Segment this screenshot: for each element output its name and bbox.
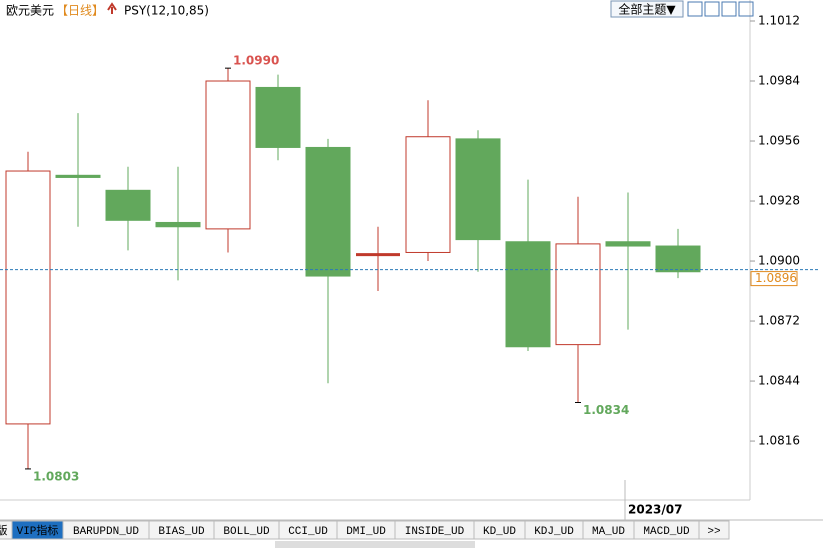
- candle-body: [655, 245, 701, 273]
- candle-body: [105, 189, 151, 221]
- tab-label[interactable]: INSIDE_UD: [405, 526, 465, 538]
- extreme-label: 1.0834: [583, 403, 629, 417]
- candle-body: [555, 243, 601, 346]
- tab-label[interactable]: BIAS_UD: [158, 526, 205, 538]
- y-tick-label: 1.0984: [758, 74, 800, 88]
- candle-body: [205, 80, 251, 230]
- candle-body: [5, 170, 51, 425]
- y-tick-label: 1.0844: [758, 374, 800, 388]
- indicator: PSY(12,10,85): [124, 4, 209, 18]
- y-tick-label: 1.1012: [758, 14, 800, 28]
- tool-button[interactable]: [704, 1, 720, 17]
- candle-body: [55, 174, 101, 178]
- tab-label[interactable]: >>: [707, 526, 720, 538]
- last-price-label: 1.0896: [755, 271, 797, 285]
- candle-body: [305, 146, 351, 277]
- toolbar[interactable]: [687, 1, 754, 17]
- y-tick-label: 1.0928: [758, 194, 800, 208]
- extreme-label: 1.0803: [33, 469, 79, 483]
- tab-label[interactable]: KDJ_UD: [534, 526, 574, 538]
- theme-button-label[interactable]: 全部主题▼: [618, 2, 676, 17]
- tool-button[interactable]: [687, 1, 703, 17]
- candle-body: [405, 136, 451, 253]
- symbol: 欧元美元: [6, 4, 54, 18]
- x-tick-label: 2023/07: [628, 503, 682, 517]
- candle-body: [505, 241, 551, 348]
- tab-label[interactable]: DMI_UD: [346, 526, 386, 538]
- candle-body: [455, 138, 501, 241]
- candle-body: [605, 241, 651, 247]
- tab-label[interactable]: VIP指标: [17, 523, 59, 538]
- tab-label[interactable]: 版: [0, 523, 8, 538]
- tool-button[interactable]: [738, 1, 754, 17]
- tab-label[interactable]: MACD_UD: [643, 526, 690, 538]
- tab-label[interactable]: BOLL_UD: [223, 526, 270, 538]
- candle-body: [155, 221, 201, 228]
- tab[interactable]: [698, 520, 730, 540]
- tab-label[interactable]: MA_UD: [592, 526, 625, 538]
- indicator-icon: [107, 2, 117, 14]
- extreme-label: 1.0990: [233, 54, 279, 68]
- tab-label[interactable]: CCI_UD: [288, 526, 328, 538]
- last-price-box: [750, 271, 798, 287]
- y-tick-label: 1.0872: [758, 314, 800, 328]
- tool-button[interactable]: [721, 1, 737, 17]
- tab-label[interactable]: KD_UD: [483, 526, 516, 538]
- y-tick-label: 1.0956: [758, 134, 800, 148]
- candle-body: [255, 86, 301, 148]
- period: 【日线】: [56, 4, 104, 18]
- tab-label[interactable]: BARUPDN_UD: [73, 526, 139, 538]
- theme-button[interactable]: [610, 0, 684, 18]
- y-tick-label: 1.0816: [758, 434, 800, 448]
- y-tick-label: 1.0900: [758, 254, 800, 268]
- scrollbar[interactable]: [275, 541, 475, 548]
